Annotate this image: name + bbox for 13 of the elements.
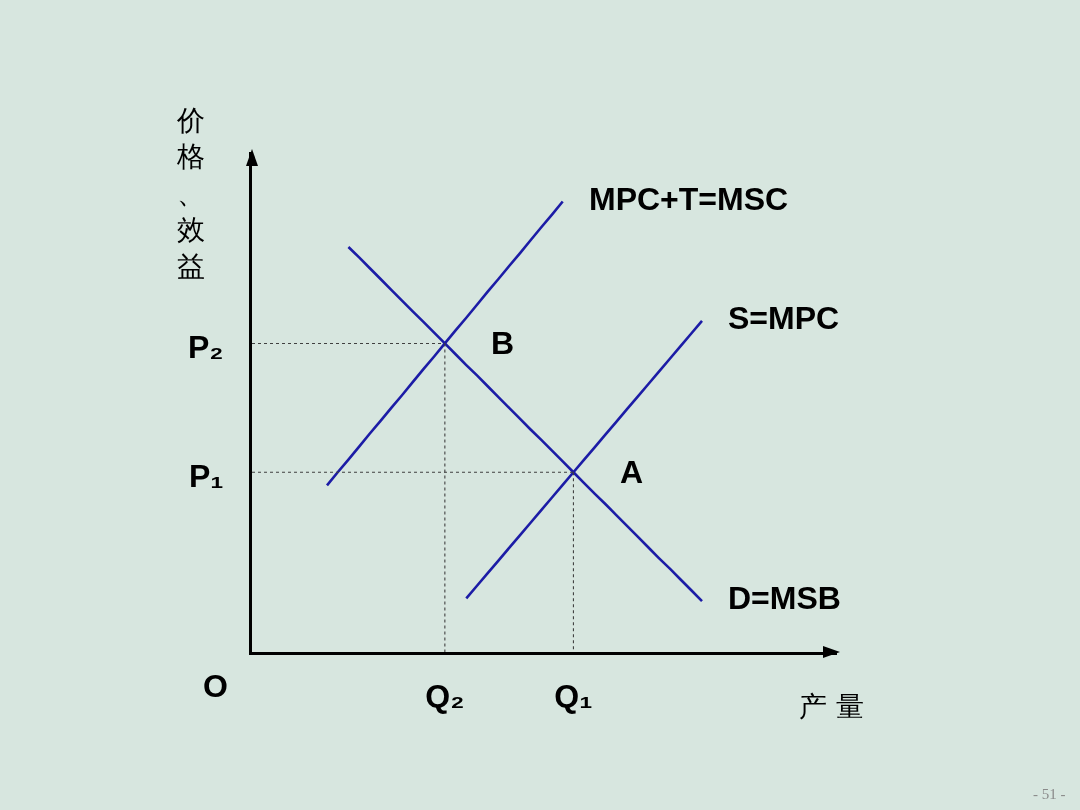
annotation: A: [620, 454, 644, 490]
series-label: S=MPC: [728, 300, 840, 336]
x-axis-title: 产 量: [799, 690, 864, 723]
x-tick-label: Q₂: [425, 678, 465, 715]
x-tick-label: Q₁: [554, 678, 593, 715]
series-label: D=MSB: [728, 580, 841, 616]
series-label: MPC+T=MSC: [589, 181, 789, 217]
series-label: P₁: [189, 458, 224, 494]
text: - 51 -: [1033, 786, 1066, 802]
y-axis-title: 价格、效益: [176, 104, 205, 283]
annotation: B: [491, 325, 515, 361]
text: O: [203, 668, 228, 704]
series-label: P₂: [188, 329, 224, 365]
